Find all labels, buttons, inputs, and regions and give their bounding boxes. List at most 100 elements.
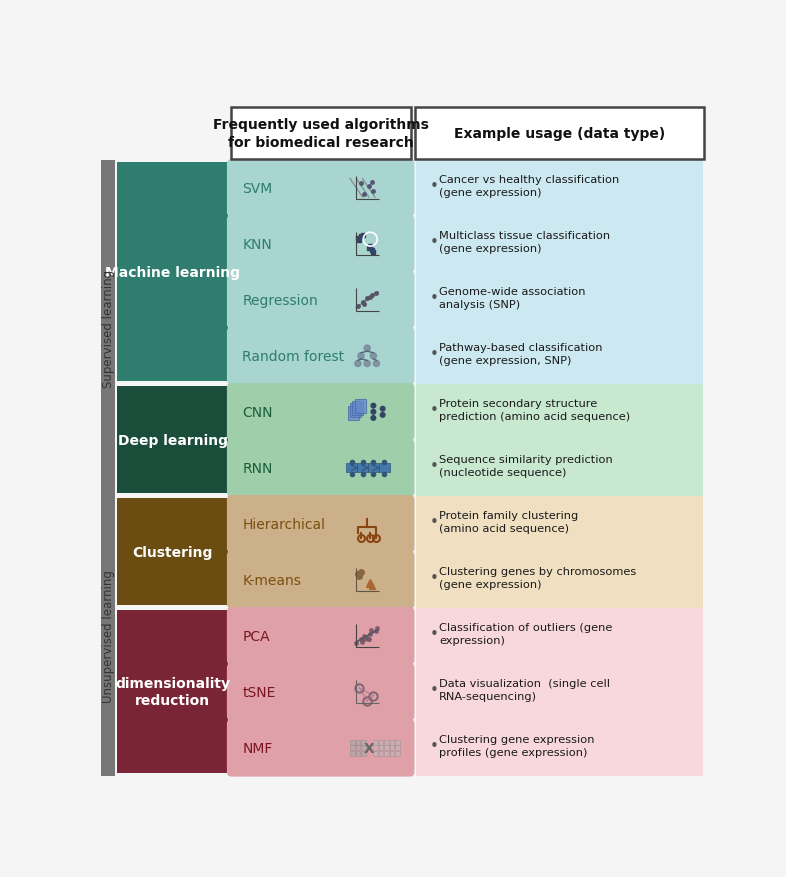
Circle shape bbox=[371, 417, 376, 421]
FancyBboxPatch shape bbox=[227, 160, 414, 217]
FancyBboxPatch shape bbox=[390, 745, 395, 750]
FancyBboxPatch shape bbox=[361, 740, 365, 745]
Text: •: • bbox=[430, 515, 439, 530]
FancyBboxPatch shape bbox=[227, 328, 414, 385]
Text: Supervised learning: Supervised learning bbox=[102, 269, 115, 388]
Circle shape bbox=[358, 353, 364, 360]
FancyBboxPatch shape bbox=[350, 745, 354, 750]
Circle shape bbox=[370, 353, 376, 360]
FancyBboxPatch shape bbox=[227, 663, 414, 721]
FancyBboxPatch shape bbox=[352, 402, 363, 416]
FancyBboxPatch shape bbox=[373, 751, 378, 756]
FancyBboxPatch shape bbox=[227, 383, 414, 441]
FancyBboxPatch shape bbox=[416, 496, 703, 608]
Text: Genome-wide association
analysis (SNP): Genome-wide association analysis (SNP) bbox=[439, 287, 586, 310]
Text: Protein family clustering
(amino acid sequence): Protein family clustering (amino acid se… bbox=[439, 510, 578, 533]
FancyBboxPatch shape bbox=[227, 608, 414, 665]
Text: Cancer vs healthy classification
(gene expression): Cancer vs healthy classification (gene e… bbox=[439, 175, 619, 197]
Text: tSNE: tSNE bbox=[242, 685, 276, 699]
Text: Deep learning: Deep learning bbox=[118, 433, 228, 447]
FancyBboxPatch shape bbox=[350, 751, 354, 756]
FancyBboxPatch shape bbox=[384, 751, 389, 756]
Text: •: • bbox=[430, 570, 439, 585]
FancyBboxPatch shape bbox=[379, 751, 384, 756]
FancyBboxPatch shape bbox=[357, 464, 368, 473]
Text: •: • bbox=[430, 738, 439, 753]
Circle shape bbox=[380, 407, 385, 411]
Circle shape bbox=[364, 361, 370, 367]
Text: Clustering gene expression
profiles (gene expression): Clustering gene expression profiles (gen… bbox=[439, 734, 595, 757]
Text: •: • bbox=[430, 235, 439, 250]
Circle shape bbox=[371, 404, 376, 409]
FancyBboxPatch shape bbox=[416, 608, 703, 776]
Text: •: • bbox=[430, 626, 439, 641]
FancyBboxPatch shape bbox=[231, 108, 410, 160]
Text: •: • bbox=[430, 346, 439, 361]
FancyBboxPatch shape bbox=[416, 384, 703, 496]
Text: NMF: NMF bbox=[242, 741, 273, 755]
Text: Regression: Regression bbox=[242, 294, 318, 308]
FancyBboxPatch shape bbox=[395, 751, 400, 756]
FancyBboxPatch shape bbox=[227, 496, 414, 553]
Text: •: • bbox=[430, 179, 439, 194]
FancyBboxPatch shape bbox=[227, 552, 414, 609]
FancyBboxPatch shape bbox=[379, 745, 384, 750]
FancyBboxPatch shape bbox=[347, 406, 358, 420]
Text: Frequently used algorithms
for biomedical research: Frequently used algorithms for biomedica… bbox=[213, 118, 428, 150]
FancyBboxPatch shape bbox=[416, 160, 703, 496]
FancyBboxPatch shape bbox=[227, 216, 414, 274]
Text: Sequence similarity prediction
(nucleotide sequence): Sequence similarity prediction (nucleoti… bbox=[439, 454, 613, 477]
FancyBboxPatch shape bbox=[355, 745, 360, 750]
FancyBboxPatch shape bbox=[361, 745, 365, 750]
FancyBboxPatch shape bbox=[390, 751, 395, 756]
Text: K-means: K-means bbox=[242, 574, 301, 587]
FancyBboxPatch shape bbox=[355, 751, 360, 756]
FancyBboxPatch shape bbox=[415, 108, 703, 160]
FancyBboxPatch shape bbox=[101, 496, 116, 776]
Text: Unsupervised learning: Unsupervised learning bbox=[102, 570, 115, 702]
Text: Multiclass tissue classification
(gene expression): Multiclass tissue classification (gene e… bbox=[439, 231, 611, 253]
Circle shape bbox=[373, 361, 380, 367]
FancyBboxPatch shape bbox=[354, 399, 365, 413]
FancyBboxPatch shape bbox=[373, 745, 378, 750]
FancyBboxPatch shape bbox=[384, 745, 389, 750]
Text: Protein secondary structure
prediction (amino acid sequence): Protein secondary structure prediction (… bbox=[439, 399, 630, 422]
Text: SVM: SVM bbox=[242, 182, 273, 196]
Text: dimensionality
reduction: dimensionality reduction bbox=[116, 676, 230, 708]
FancyBboxPatch shape bbox=[361, 751, 365, 756]
Text: Machine learning: Machine learning bbox=[105, 266, 241, 280]
Text: •: • bbox=[430, 290, 439, 306]
Text: Clustering: Clustering bbox=[133, 545, 213, 560]
Text: Classification of outliers (gene
expression): Classification of outliers (gene express… bbox=[439, 623, 612, 645]
FancyBboxPatch shape bbox=[395, 745, 400, 750]
FancyBboxPatch shape bbox=[355, 740, 360, 745]
Text: KNN: KNN bbox=[242, 238, 272, 252]
Text: •: • bbox=[430, 459, 439, 474]
FancyBboxPatch shape bbox=[117, 163, 229, 382]
FancyBboxPatch shape bbox=[227, 719, 414, 777]
FancyBboxPatch shape bbox=[227, 272, 414, 329]
FancyBboxPatch shape bbox=[390, 740, 395, 745]
FancyBboxPatch shape bbox=[384, 740, 389, 745]
Circle shape bbox=[371, 410, 376, 415]
Text: •: • bbox=[430, 403, 439, 417]
Circle shape bbox=[380, 413, 385, 417]
FancyBboxPatch shape bbox=[350, 404, 361, 417]
Text: Pathway-based classification
(gene expression, SNP): Pathway-based classification (gene expre… bbox=[439, 343, 603, 366]
Circle shape bbox=[364, 346, 370, 352]
Text: Clustering genes by chromosomes
(gene expression): Clustering genes by chromosomes (gene ex… bbox=[439, 567, 637, 589]
FancyBboxPatch shape bbox=[227, 439, 414, 497]
FancyBboxPatch shape bbox=[117, 498, 229, 606]
FancyBboxPatch shape bbox=[395, 740, 400, 745]
FancyBboxPatch shape bbox=[373, 740, 378, 745]
Text: Hierarchical: Hierarchical bbox=[242, 517, 325, 531]
FancyBboxPatch shape bbox=[379, 740, 384, 745]
FancyBboxPatch shape bbox=[379, 464, 390, 473]
Text: PCA: PCA bbox=[242, 629, 270, 643]
Text: X: X bbox=[363, 741, 374, 755]
Text: Example usage (data type): Example usage (data type) bbox=[454, 126, 665, 140]
Text: Random forest: Random forest bbox=[242, 349, 344, 363]
FancyBboxPatch shape bbox=[117, 610, 229, 774]
FancyBboxPatch shape bbox=[117, 387, 229, 494]
FancyBboxPatch shape bbox=[350, 740, 354, 745]
